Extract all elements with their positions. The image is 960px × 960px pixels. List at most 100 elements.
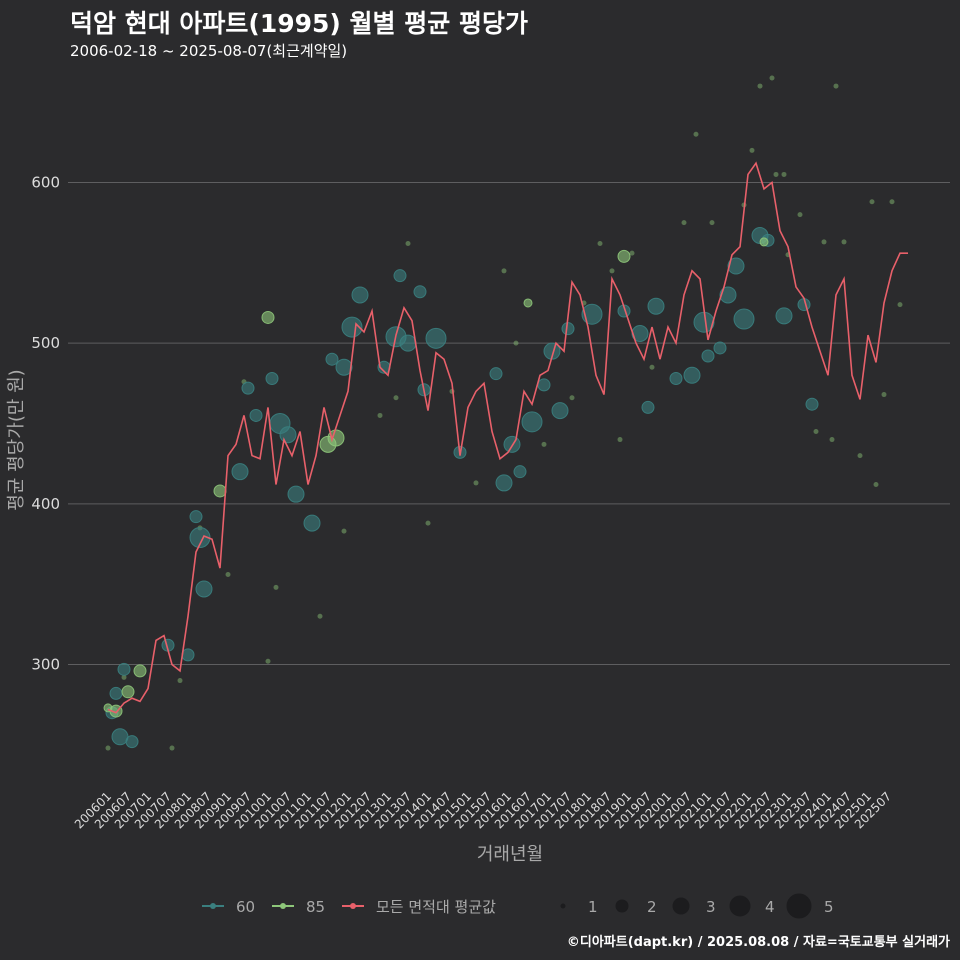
faint-point bbox=[425, 520, 431, 526]
legend-size-circle bbox=[615, 899, 629, 913]
faint-point bbox=[897, 302, 903, 308]
legend: 60 85 모든 면적대 평균값 1 2 3 4 5 bbox=[202, 893, 834, 919]
legend-size-circle bbox=[560, 903, 566, 909]
data-point-60 bbox=[775, 307, 793, 325]
faint-point bbox=[405, 241, 411, 247]
legend-size-label: 4 bbox=[765, 898, 775, 916]
faint-point bbox=[881, 392, 887, 398]
x-tick-labels: 2006012006072007012007072008012008072009… bbox=[72, 789, 894, 831]
faint-point bbox=[273, 584, 279, 590]
data-point-60 bbox=[805, 397, 819, 411]
faint-point bbox=[813, 429, 819, 435]
legend-size-label: 2 bbox=[647, 898, 657, 916]
data-point-60 bbox=[249, 408, 263, 422]
faint-point bbox=[597, 241, 603, 247]
faint-point bbox=[757, 83, 763, 89]
data-point-60 bbox=[683, 366, 701, 384]
data-point-60 bbox=[561, 322, 575, 336]
average-line bbox=[107, 161, 908, 714]
faint-point bbox=[841, 239, 847, 245]
data-point-60 bbox=[727, 257, 745, 275]
faint-point bbox=[629, 250, 635, 256]
legend-size-circle bbox=[786, 893, 812, 919]
faint-point bbox=[341, 528, 347, 534]
data-point-85 bbox=[121, 685, 135, 699]
data-point-60 bbox=[265, 371, 279, 385]
data-point-60 bbox=[551, 402, 569, 420]
scatter-points bbox=[103, 226, 819, 749]
faint-point bbox=[797, 212, 803, 218]
data-point-60 bbox=[495, 474, 513, 492]
faint-point bbox=[829, 437, 835, 443]
data-point-85 bbox=[261, 310, 275, 324]
faint-point bbox=[501, 268, 507, 274]
faint-point bbox=[681, 220, 687, 226]
faint-point bbox=[649, 364, 655, 370]
legend-size-label: 1 bbox=[588, 898, 598, 916]
data-point-85 bbox=[523, 298, 533, 308]
faint-point bbox=[781, 171, 787, 177]
y-tick-label: 300 bbox=[31, 655, 60, 673]
data-point-60 bbox=[335, 358, 353, 376]
faint-point bbox=[541, 441, 547, 447]
legend-swatch-dot bbox=[210, 903, 216, 909]
data-point-60 bbox=[279, 426, 297, 444]
data-point-60 bbox=[287, 485, 305, 503]
data-point-60 bbox=[701, 349, 715, 363]
data-point-85 bbox=[133, 664, 147, 678]
faint-point bbox=[709, 220, 715, 226]
data-point-60 bbox=[189, 510, 203, 524]
data-point-60 bbox=[425, 327, 447, 349]
data-point-60 bbox=[393, 269, 407, 283]
faint-point bbox=[609, 268, 615, 274]
y-tick-label: 500 bbox=[31, 334, 60, 352]
data-point-60 bbox=[241, 381, 255, 395]
y-tick-labels: 300 400 500 600 bbox=[31, 173, 60, 673]
data-point-60 bbox=[489, 367, 503, 381]
faint-point bbox=[769, 75, 775, 81]
y-tick-label: 400 bbox=[31, 495, 60, 513]
data-point-60 bbox=[399, 334, 417, 352]
data-point-60 bbox=[351, 286, 369, 304]
data-point-60 bbox=[109, 686, 123, 700]
faint-point bbox=[693, 131, 699, 137]
faint-point bbox=[773, 171, 779, 177]
data-point-85 bbox=[617, 249, 631, 263]
faint-point bbox=[569, 395, 575, 401]
data-point-60 bbox=[713, 341, 727, 355]
data-point-60 bbox=[503, 435, 521, 453]
data-point-60 bbox=[521, 411, 543, 433]
average-line-layer bbox=[107, 161, 908, 714]
legend-label: 모든 면적대 평균값 bbox=[376, 898, 496, 916]
faint-point bbox=[617, 437, 623, 443]
x-axis-label: 거래년월 bbox=[477, 844, 543, 865]
faint-point bbox=[177, 678, 183, 684]
faint-point bbox=[317, 613, 323, 619]
legend-label: 85 bbox=[306, 898, 325, 916]
faint-point bbox=[169, 745, 175, 751]
data-point-60 bbox=[641, 400, 655, 414]
faint-point bbox=[889, 199, 895, 205]
faint-point bbox=[265, 658, 271, 664]
chart-title: 덕암 현대 아파트(1995) 월별 평균 평당가 bbox=[70, 9, 528, 38]
data-point-85 bbox=[213, 484, 227, 498]
faint-point bbox=[121, 674, 127, 680]
legend-label: 60 bbox=[236, 898, 255, 916]
legend-size-label: 5 bbox=[824, 898, 834, 916]
data-point-60 bbox=[117, 662, 131, 676]
legend-size-circle bbox=[729, 895, 751, 917]
faint-point bbox=[821, 239, 827, 245]
data-point-60 bbox=[303, 514, 321, 532]
data-point-60 bbox=[125, 735, 139, 749]
faint-point bbox=[377, 412, 383, 418]
data-point-60 bbox=[513, 465, 527, 479]
faint-point bbox=[473, 480, 479, 486]
data-point-60 bbox=[413, 285, 427, 299]
legend-swatch-dot bbox=[280, 903, 286, 909]
y-tick-label: 600 bbox=[31, 173, 60, 191]
data-point-60 bbox=[647, 297, 665, 315]
legend-swatch-dot bbox=[350, 903, 356, 909]
data-point-60 bbox=[719, 286, 737, 304]
faint-point bbox=[105, 745, 111, 751]
